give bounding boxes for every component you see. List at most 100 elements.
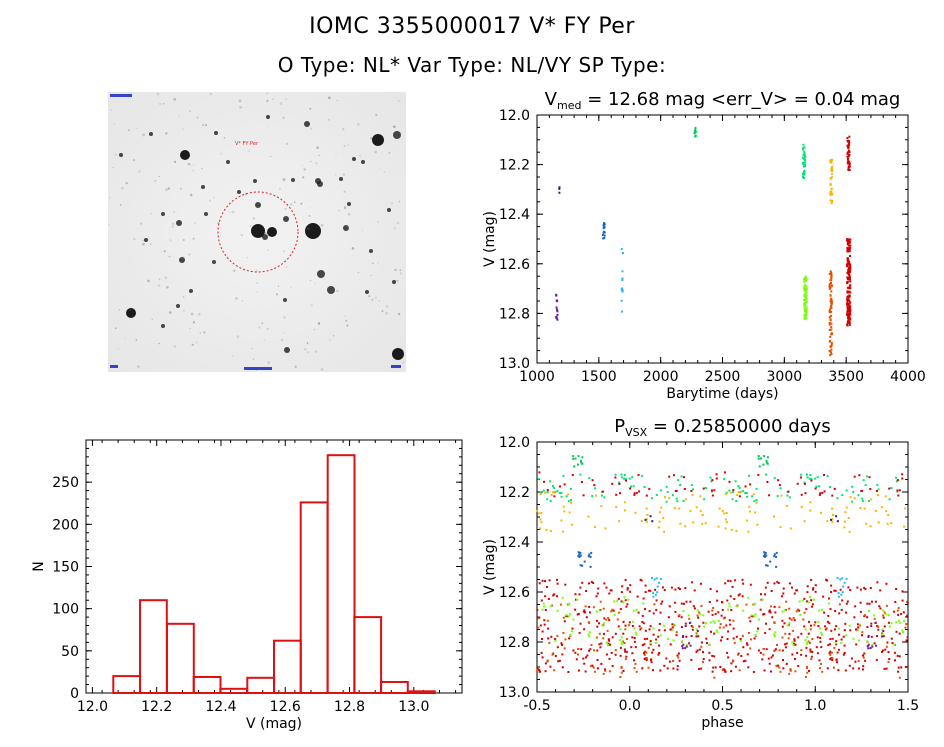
faint-star (241, 299, 244, 302)
phase-point (843, 652, 846, 654)
phase-point (834, 589, 837, 592)
phase-point (771, 654, 774, 657)
phase-point (538, 471, 541, 474)
phase-point (796, 608, 799, 611)
phase-point (574, 457, 577, 460)
lc-point (830, 271, 833, 274)
phase-point (898, 632, 901, 635)
phase-point (562, 474, 565, 477)
phase-point (827, 602, 830, 605)
phase-point (725, 521, 728, 524)
phase-point (661, 586, 664, 589)
phase-point (768, 662, 771, 665)
phase-point (645, 659, 648, 661)
phase-point (793, 592, 796, 595)
faint-star (258, 326, 261, 329)
phase-point (551, 485, 554, 487)
phase-point (745, 642, 748, 645)
phase-point (603, 632, 605, 635)
phase-point (845, 506, 848, 509)
phase-point (852, 667, 855, 670)
phase-point (620, 671, 623, 674)
phase-point (874, 600, 877, 603)
phase-point (689, 509, 692, 512)
lc-point (846, 238, 849, 241)
phase-point (615, 505, 618, 508)
faint-star (247, 149, 250, 153)
faint-star (141, 239, 144, 242)
phase-point (623, 509, 626, 512)
faint-star (201, 167, 203, 170)
lc-point (847, 155, 850, 158)
faint-star (265, 92, 269, 95)
faint-star (137, 365, 140, 368)
phase-point (773, 553, 776, 556)
phase-point (771, 616, 774, 619)
faint-star (293, 201, 296, 203)
phase-point (716, 590, 718, 593)
phase-point (729, 595, 732, 598)
faint-star (165, 132, 168, 135)
phase-point (702, 660, 704, 663)
phase-point (559, 603, 562, 606)
chart-title: PVSX = 0.25850000 days (614, 416, 830, 439)
phase-point (811, 638, 814, 640)
phase-point (869, 647, 872, 650)
phase-point (885, 510, 888, 513)
phase-point (711, 670, 714, 673)
phase-point (761, 658, 764, 661)
phase-point (630, 485, 632, 488)
lc-point (848, 135, 851, 138)
phase-point (602, 622, 605, 625)
phase-point (684, 498, 687, 501)
phase-point (820, 631, 823, 634)
faint-star (263, 339, 266, 342)
phase-point (658, 520, 661, 523)
phase-point (713, 655, 716, 658)
phase-point (579, 551, 582, 554)
faint-star (320, 224, 324, 227)
phase-point (870, 635, 873, 638)
phase-point (693, 607, 696, 610)
phase-point (756, 523, 759, 526)
phase-point (721, 509, 724, 512)
phase-point (592, 666, 595, 669)
phase-point (861, 500, 864, 503)
phase-point (791, 641, 794, 644)
phase-point (741, 490, 744, 493)
phase-point (602, 637, 605, 640)
phase-point (577, 653, 579, 656)
phase-point (702, 487, 705, 490)
lc-point (802, 153, 805, 156)
star (305, 223, 321, 239)
phase-point (728, 605, 731, 608)
phase-point (641, 620, 644, 623)
phase-point (831, 520, 834, 523)
y-tick-label: 50 (61, 644, 79, 660)
lc-point (805, 311, 808, 314)
phase-point (897, 670, 900, 673)
phase-point (636, 595, 639, 598)
phase-point (645, 507, 648, 510)
lc-point (830, 290, 833, 293)
lc-point (848, 241, 851, 244)
phase-point (747, 596, 750, 599)
phase-point (807, 601, 810, 604)
phase-point (806, 671, 809, 674)
lc-point (847, 299, 850, 302)
faint-star (381, 310, 384, 313)
faint-star (232, 269, 236, 273)
histogram-bar (407, 690, 436, 694)
phase-point (749, 620, 752, 623)
phase-point (671, 626, 674, 629)
phase-point (762, 555, 765, 558)
phase-point (728, 489, 731, 492)
phase-point (541, 630, 544, 633)
lc-point (829, 183, 832, 185)
lc-point (829, 279, 832, 282)
lc-point (555, 293, 558, 296)
phase-point (774, 648, 777, 651)
faint-star (255, 269, 258, 272)
phase-point (797, 636, 800, 639)
faint-star (307, 227, 310, 230)
